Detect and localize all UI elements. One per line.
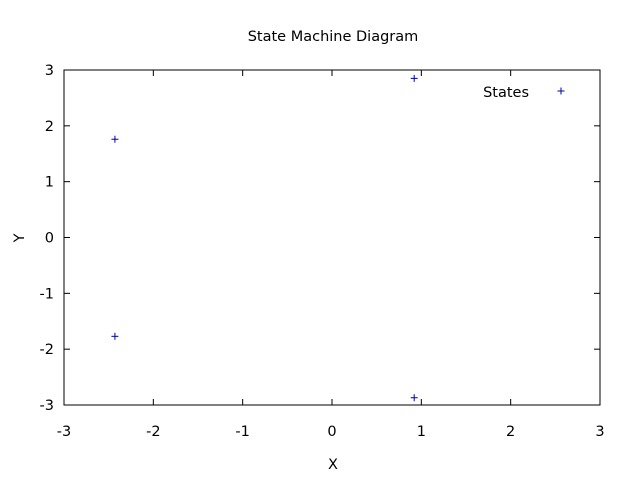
x-tick-label: -1 <box>235 424 249 440</box>
data-point <box>410 394 418 402</box>
x-tick-labels: -3 -2 -1 0 1 2 3 <box>57 424 605 440</box>
axis-ticks <box>63 69 601 406</box>
y-axis-label: Y <box>12 233 28 243</box>
y-tick-labels: -3 -2 -1 0 1 2 3 <box>40 63 54 414</box>
data-point <box>111 135 119 143</box>
y-tick-label: 1 <box>45 175 54 191</box>
x-tick-label: 2 <box>506 424 515 440</box>
x-tick-label: 3 <box>595 424 604 440</box>
x-tick-label: -3 <box>57 424 71 440</box>
chart-title: State Machine Diagram <box>248 29 419 45</box>
y-tick-label: -2 <box>40 342 54 358</box>
data-point <box>410 74 418 82</box>
y-tick-label: 3 <box>45 63 54 79</box>
x-tick-label: 1 <box>417 424 426 440</box>
x-tick-label: -2 <box>146 424 160 440</box>
legend: States <box>483 85 565 101</box>
data-point <box>111 332 119 340</box>
y-tick-label: 0 <box>45 231 54 247</box>
x-tick-label: 0 <box>327 424 336 440</box>
y-tick-label: -3 <box>40 398 54 414</box>
x-axis-label: X <box>328 457 338 473</box>
legend-marker <box>557 87 565 95</box>
plot-frame <box>63 69 601 406</box>
legend-marker-symbol <box>557 87 565 95</box>
y-tick-label: 2 <box>45 119 54 135</box>
y-tick-label: -1 <box>40 286 54 302</box>
legend-label: States <box>483 85 529 101</box>
series-points <box>111 74 418 402</box>
